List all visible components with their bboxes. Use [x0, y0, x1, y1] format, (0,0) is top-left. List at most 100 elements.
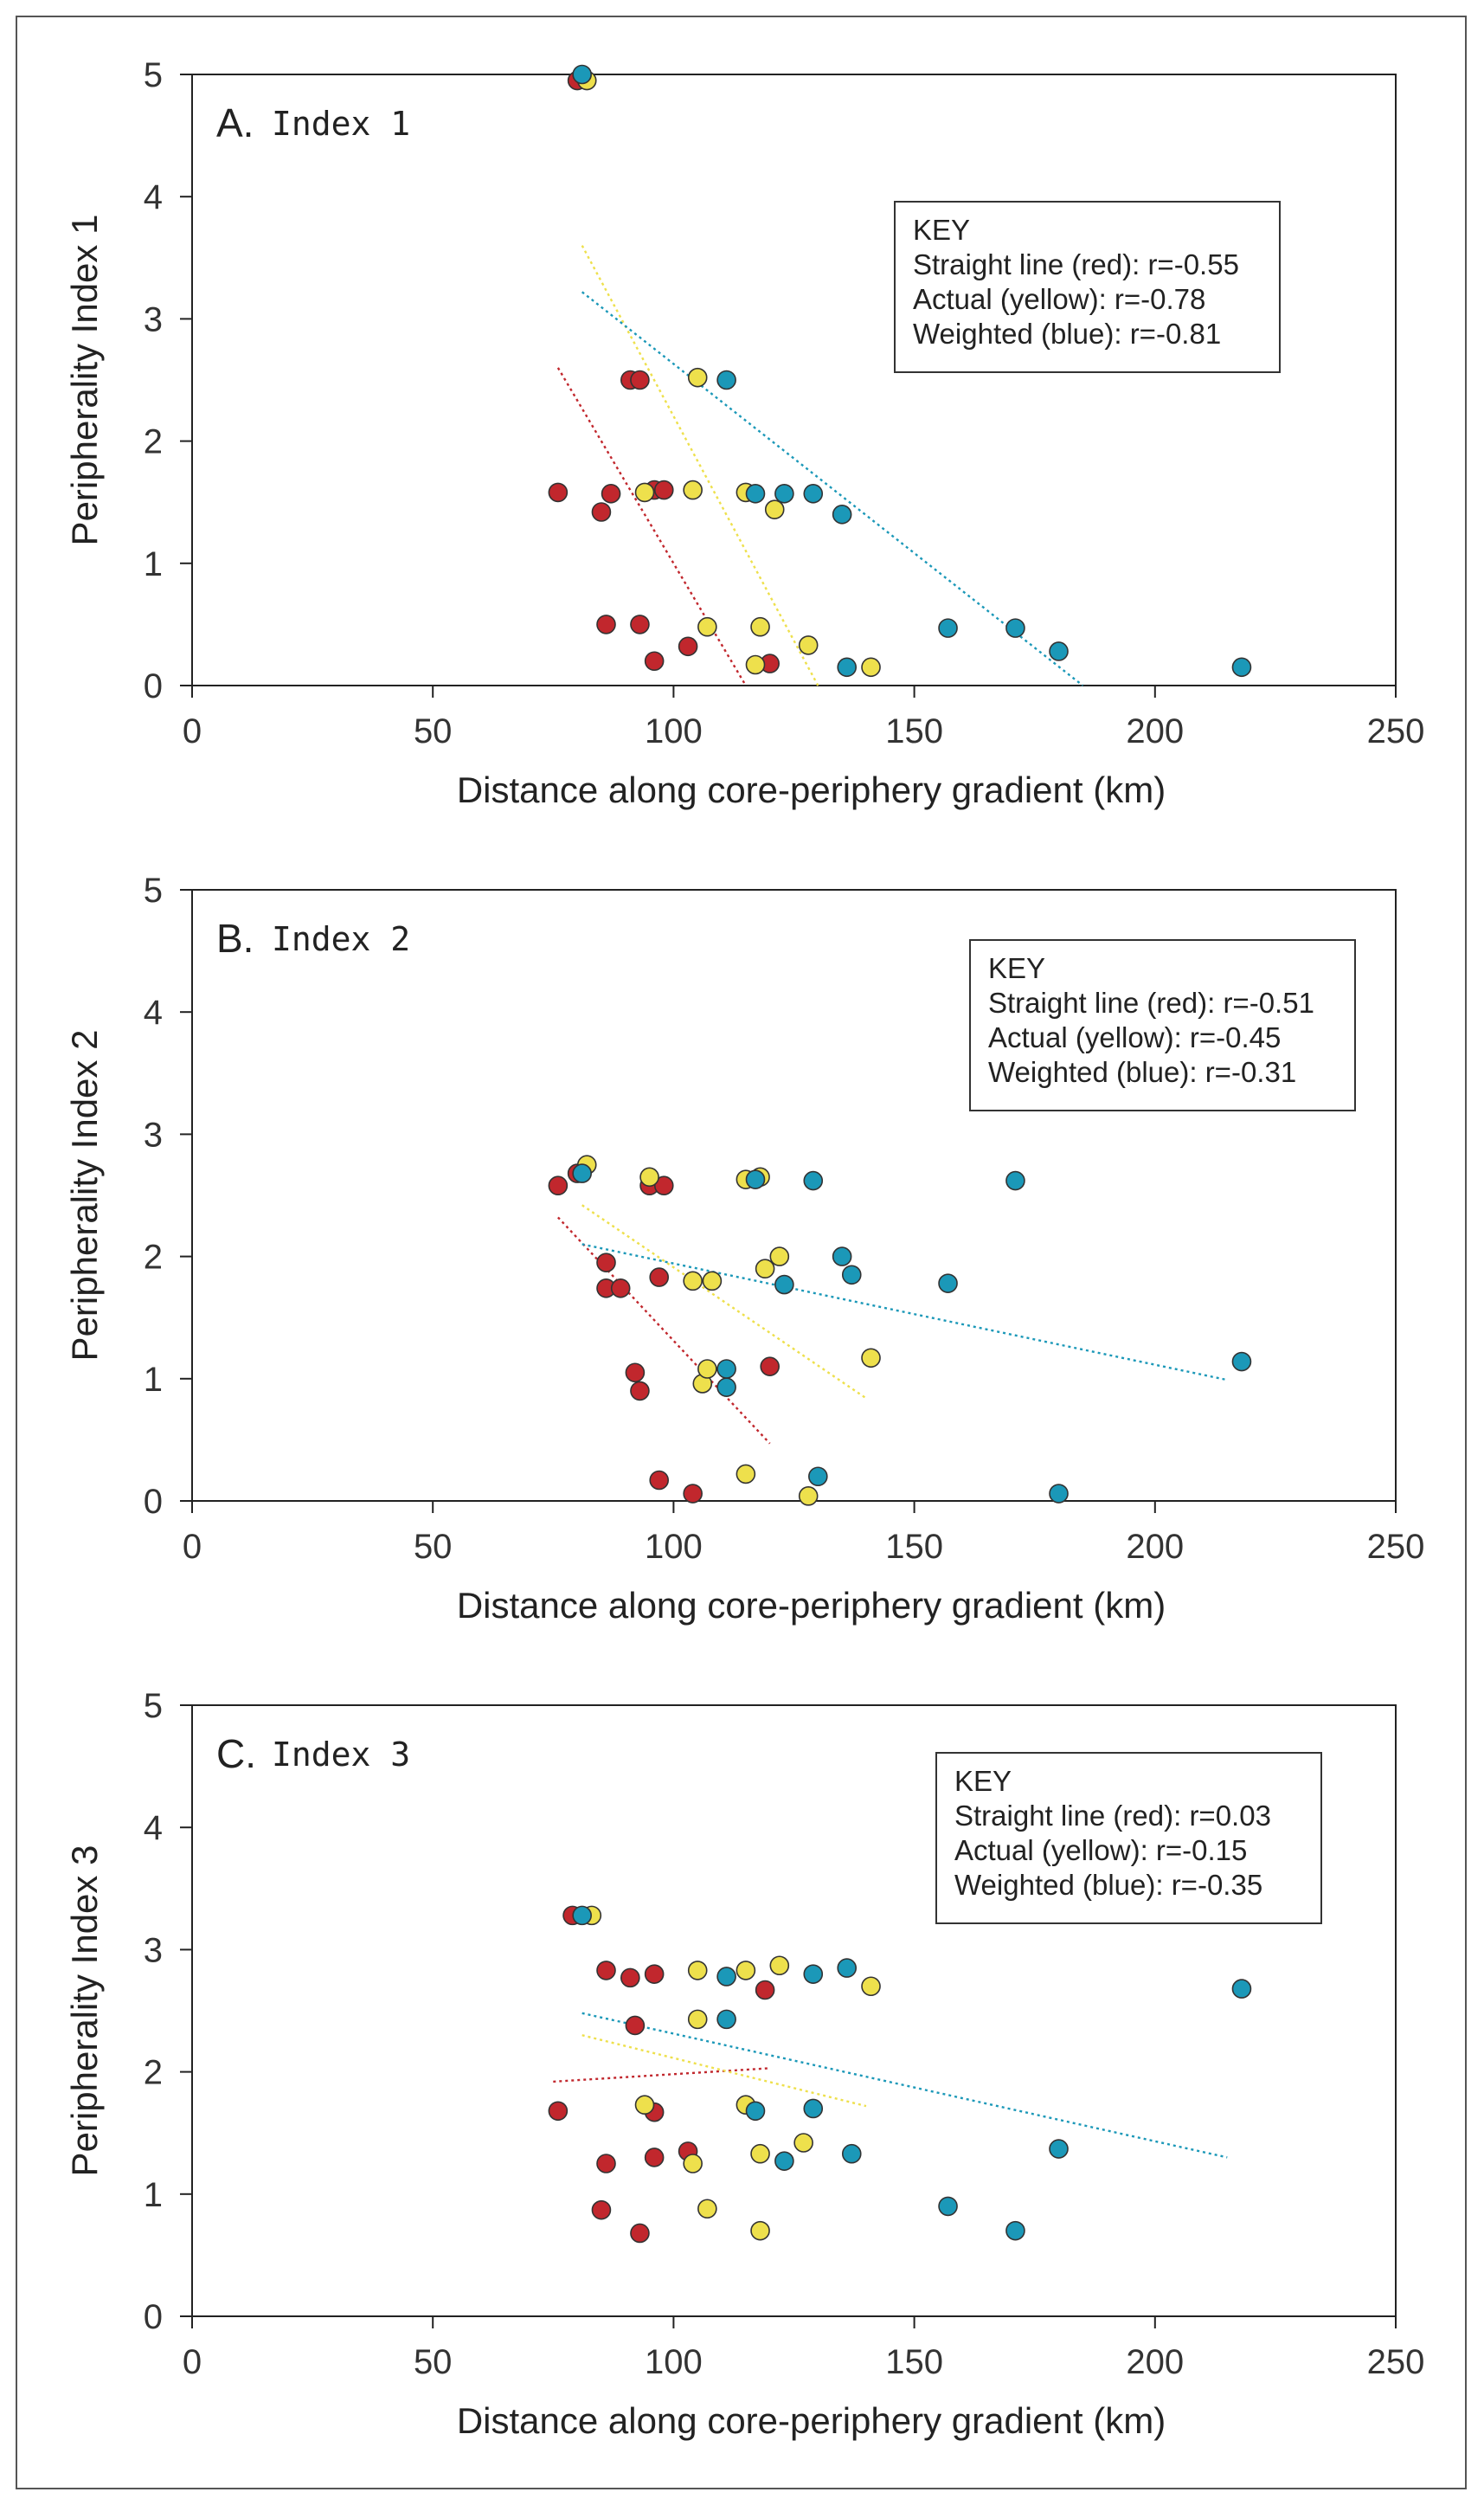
x-tick-label: 200: [1126, 712, 1184, 750]
data-point-actual: [687, 1961, 708, 1980]
data-point-actual: [697, 2199, 717, 2219]
data-point-weighted: [1231, 657, 1252, 678]
data-point-actual: [639, 1167, 659, 1188]
data-point-weighted: [1005, 2220, 1025, 2241]
data-point-straight: [620, 1967, 640, 1988]
data-point-straight: [596, 1961, 616, 1980]
key-entry-actual: Actual (yellow): r=-0.15: [954, 1834, 1247, 1866]
data-point-straight: [649, 1267, 670, 1287]
data-point-actual: [736, 1961, 756, 1980]
key-title: KEY: [913, 214, 970, 246]
data-point-straight: [644, 1964, 665, 1984]
y-tick-label: 3: [144, 1116, 163, 1154]
data-point-straight: [630, 370, 650, 390]
x-tick-label: 150: [885, 2343, 943, 2381]
data-point-weighted: [803, 484, 824, 504]
data-point-actual: [764, 499, 785, 519]
data-point-weighted: [1005, 1170, 1025, 1191]
data-point-weighted: [803, 1170, 824, 1191]
y-tick-label: 1: [144, 1361, 163, 1399]
y-axis-title: Peripherality Index 2: [64, 1030, 105, 1362]
x-axis-title: Distance along core-periphery gradient (…: [457, 1585, 1166, 1626]
key-entry-actual: Actual (yellow): r=-0.78: [913, 283, 1205, 315]
data-point-straight: [625, 2015, 646, 2036]
x-tick-label: 250: [1367, 2343, 1425, 2381]
y-tick-label: 1: [144, 2176, 163, 2214]
data-point-actual: [750, 2220, 770, 2241]
x-tick-label: 0: [183, 2343, 202, 2381]
data-point-straight: [625, 1362, 646, 1383]
data-point-actual: [687, 2009, 708, 2030]
trend-line-actual: [581, 245, 819, 686]
key-entry-straight: Straight line (red): r=0.03: [954, 1800, 1271, 1832]
data-point-straight: [630, 1381, 650, 1401]
panel-letter: B.: [216, 916, 254, 961]
data-point-weighted: [803, 2098, 824, 2119]
data-point-weighted: [938, 618, 958, 638]
data-point-weighted: [841, 1265, 862, 1285]
data-point-straight: [596, 1252, 616, 1272]
data-point-straight: [596, 615, 616, 634]
data-point-weighted: [841, 2143, 862, 2164]
x-tick-label: 200: [1126, 1528, 1184, 1566]
trend-line-straight: [556, 367, 747, 686]
x-tick-label: 100: [645, 712, 703, 750]
data-point-weighted: [837, 657, 858, 678]
data-point-weighted: [808, 1466, 828, 1487]
x-tick-label: 250: [1367, 712, 1425, 750]
trend-line-weighted: [581, 2012, 1228, 2159]
trend-line-straight: [553, 2067, 770, 2083]
panel-letter: A.: [216, 100, 254, 145]
data-point-straight: [649, 1470, 670, 1491]
data-point-actual: [634, 2095, 655, 2115]
key-entry-straight: Straight line (red): r=-0.55: [913, 248, 1239, 280]
data-point-weighted: [572, 1163, 592, 1183]
x-tick-label: 100: [645, 2343, 703, 2381]
data-point-weighted: [938, 1273, 958, 1293]
data-point-weighted: [1049, 2139, 1069, 2159]
data-point-actual: [798, 1486, 819, 1506]
x-axis-title: Distance along core-periphery gradient (…: [457, 2400, 1166, 2441]
panel-name: Index 1: [272, 105, 410, 143]
trend-line-actual: [581, 2034, 867, 2108]
y-axis-title: Peripherality Index 3: [64, 1845, 105, 2177]
panel-name: Index 3: [272, 1735, 410, 1774]
plot-frame: [191, 889, 1397, 1502]
data-point-straight: [548, 1175, 569, 1196]
data-point-actual: [683, 480, 703, 500]
data-point-straight: [644, 2148, 665, 2167]
data-point-actual: [798, 635, 819, 655]
y-tick-label: 1: [144, 545, 163, 583]
data-point-actual: [697, 616, 717, 637]
data-point-actual: [683, 1271, 703, 1291]
data-point-weighted: [745, 1169, 766, 1189]
data-point-actual: [687, 367, 708, 388]
x-tick-label: 250: [1367, 1528, 1425, 1566]
data-point-straight: [601, 484, 621, 504]
data-point-weighted: [1049, 641, 1069, 661]
data-point-weighted: [1005, 618, 1025, 638]
data-point-actual: [769, 1955, 790, 1976]
data-point-weighted: [837, 1958, 858, 1978]
plot-frame: [191, 74, 1397, 686]
y-tick-label: 4: [144, 178, 163, 216]
data-point-actual: [697, 1359, 717, 1379]
key-entry-actual: Actual (yellow): r=-0.45: [988, 1021, 1281, 1053]
data-point-straight: [548, 2101, 569, 2122]
key-box: [894, 201, 1281, 373]
trend-line-straight: [556, 1216, 771, 1445]
y-tick-label: 5: [144, 1687, 163, 1725]
data-point-weighted: [572, 1905, 592, 1926]
data-point-actual: [861, 657, 881, 678]
y-tick-label: 0: [144, 1483, 163, 1521]
data-point-straight: [591, 502, 612, 522]
x-tick-label: 50: [414, 2343, 453, 2381]
data-point-straight: [755, 1980, 775, 2000]
key-box: [969, 939, 1356, 1111]
data-point-weighted: [774, 1274, 794, 1295]
x-tick-label: 50: [414, 712, 453, 750]
data-point-straight: [591, 2199, 612, 2220]
data-point-straight: [653, 1175, 674, 1196]
panel-c: 0 50 100 150 200 250 0 1 2 3 4 5 Distance along core…: [64, 1687, 1424, 2441]
